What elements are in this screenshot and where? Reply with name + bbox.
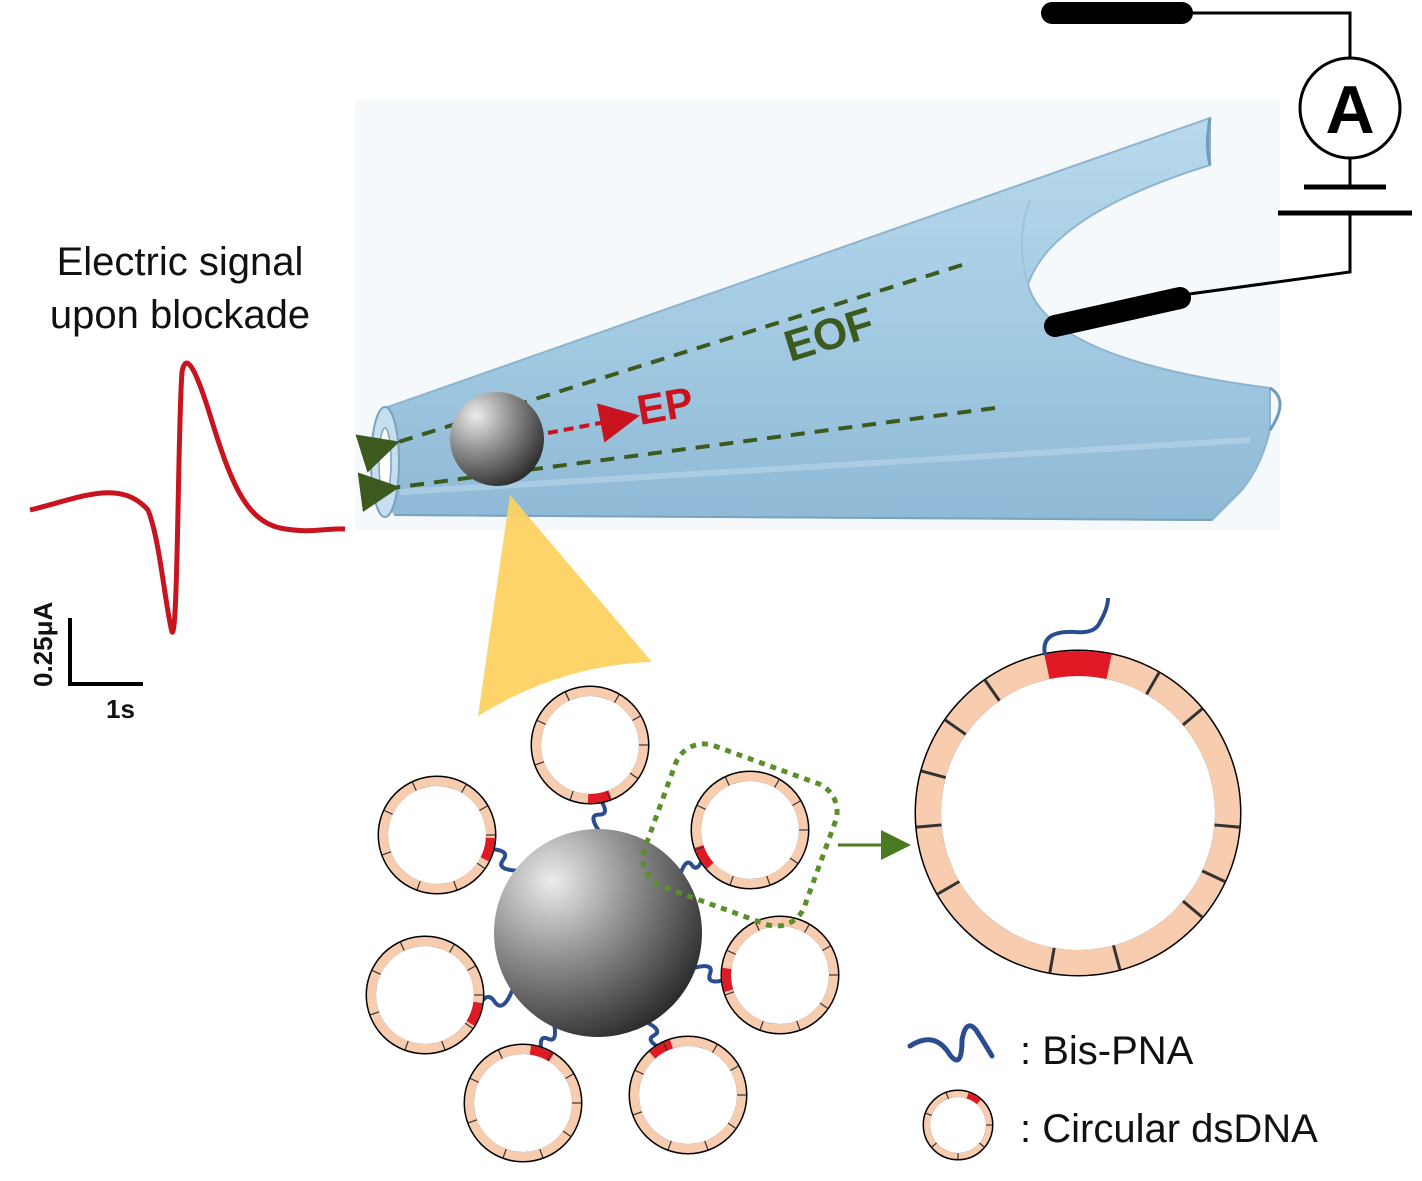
pna-linker [678,856,706,874]
scale-x-label: 1s [106,694,135,724]
pna-linker [591,797,607,833]
dna-ring-small [377,775,497,895]
dna-ring-small [720,915,840,1035]
dna-ring-small [690,770,810,890]
selection-box [640,741,840,929]
dna-ring-small [365,935,485,1055]
pna-linker [489,846,518,873]
legend-pna-label: : Bis-PNA [1020,1029,1194,1073]
scale-y-label: 0.25μA [28,601,58,687]
pna-binding-site [694,844,714,869]
legend-dsdna-icon [922,1089,994,1161]
dna-ring-cluster [365,685,840,1163]
scale-bar: 0.25μA 1s [28,601,143,724]
eof-arrow-upper [355,263,963,473]
legend: : Bis-PNA : Circular dsDNA [907,1023,1318,1161]
pna-binding-site [649,1039,674,1059]
pna-binding-site [587,790,612,803]
dna-ring-small [463,1043,583,1163]
pna-strand-bound [1042,597,1110,656]
legend-ring-shape [922,1089,994,1161]
pna-binding-site [966,1092,981,1105]
ep-label: EP [633,378,696,434]
circuit: A [1041,2,1412,337]
electrode-bottom [1044,287,1191,337]
zoom-cone [478,495,652,716]
pna-binding-site [466,1001,483,1026]
pna-linker [646,1020,662,1051]
dna-ring-small [628,1035,748,1155]
nanoparticle-in-pipette [450,392,544,486]
pna-binding-site [1044,651,1112,680]
legend-dsdna-label: : Circular dsDNA [1020,1107,1318,1151]
dna-ring-large [914,649,1242,977]
dna-ring-enlarged [914,597,1242,977]
signal-trace [29,360,346,635]
ammeter-symbol: A [1325,72,1374,148]
pna-binding-site [722,967,734,992]
signal-caption-line1: Electric signal [57,240,304,284]
ep-arrow [547,403,640,443]
pna-binding-site [529,1045,554,1062]
pna-binding-site [480,837,495,862]
dna-ring-small [530,685,650,805]
pna-linker [538,1024,558,1053]
legend-pna-icon [907,1023,995,1063]
signal-caption-line2: upon blockade [50,293,310,337]
nanoparticle-functionalized [494,829,702,1037]
pna-linker [693,964,727,984]
